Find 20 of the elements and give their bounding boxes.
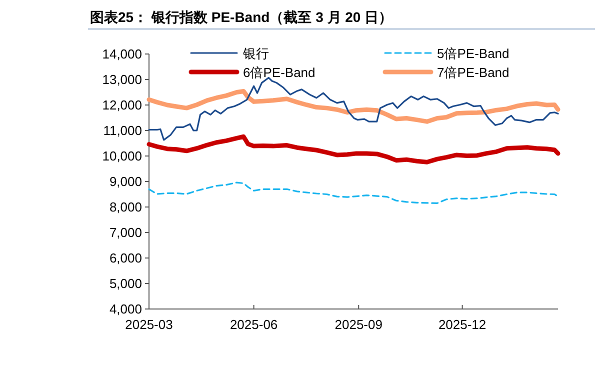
y-tick-label: 4,000 (109, 302, 142, 316)
legend-label: 6倍PE-Band (243, 65, 316, 80)
chart-title: 图表25： 银行指数 PE-Band（截至 3 月 20 日） (90, 9, 393, 25)
y-tick-label: 14,000 (102, 46, 142, 62)
legend-label: 银行 (242, 46, 269, 61)
y-tick-label: 9,000 (109, 174, 142, 189)
y-tick-label: 7,000 (109, 225, 142, 240)
x-tick-label: 2025-12 (438, 317, 486, 332)
x-tick-label: 2025-03 (125, 317, 173, 332)
y-tick-label: 11,000 (103, 123, 142, 138)
legend-label: 7倍PE-Band (437, 65, 510, 80)
y-tick-label: 5,000 (109, 276, 142, 291)
y-tick-label: 6,000 (109, 250, 142, 266)
legend-label: 5倍PE-Band (437, 46, 510, 61)
x-tick-label: 2025-09 (334, 317, 382, 332)
x-tick-label: 2025-06 (230, 317, 278, 332)
y-tick-label: 8,000 (109, 200, 142, 214)
y-tick-label: 12,000 (102, 98, 142, 112)
y-tick-label: 13,000 (102, 72, 142, 87)
y-tick-label: 10,000 (102, 148, 142, 164)
